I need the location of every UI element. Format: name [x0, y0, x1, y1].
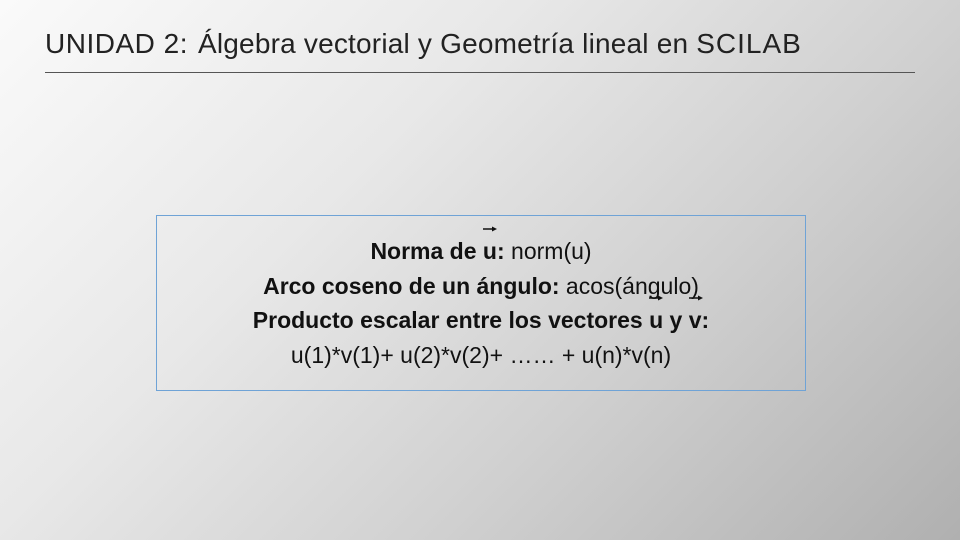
- title-unit-label: UNIDAD: [45, 28, 155, 59]
- title-unit: UNIDAD 2:: [45, 28, 188, 60]
- l3-vec1: u: [649, 307, 663, 333]
- title-unit-number: 2:: [164, 28, 188, 59]
- vector-u2: u: [649, 303, 663, 338]
- line-dot-expansion: u(1)*v(1)+ u(2)*v(2)+ …… + u(n)*v(n): [175, 338, 787, 373]
- l3-mid: y: [663, 307, 689, 333]
- slide: UNIDAD 2: Álgebra vectorial y Geometría …: [0, 0, 960, 540]
- line-norm-code: norm(u): [511, 238, 592, 264]
- line-acos-code: acos(ángulo): [560, 273, 699, 299]
- l3-vec2: v: [689, 307, 702, 333]
- l3-pre: Producto escalar entre los vectores: [253, 307, 649, 333]
- vector-arrow-icon: [483, 225, 497, 233]
- line-dot-code: u(1)*v(1)+ u(2)*v(2)+ …… + u(n)*v(n): [291, 342, 671, 368]
- l1-vec: u: [483, 238, 497, 264]
- vector-u: u: [483, 234, 497, 269]
- l1-post: :: [497, 238, 505, 264]
- content-box: Norma de u: norm(u) Arco coseno de un án…: [156, 215, 806, 391]
- line-dot-bold: Producto escalar entre los vectores u y …: [253, 307, 709, 333]
- title-subtitle: Álgebra vectorial y Geometría lineal en …: [198, 28, 802, 60]
- vector-v: v: [689, 303, 702, 338]
- vector-arrow-icon: [649, 294, 663, 302]
- line-acos-bold: Arco coseno de un ángulo:: [263, 273, 559, 299]
- l1-pre: Norma de: [370, 238, 482, 264]
- line-norm: Norma de u: norm(u): [175, 234, 787, 269]
- slide-title: UNIDAD 2: Álgebra vectorial y Geometría …: [45, 28, 915, 73]
- title-scilab: SCILAB: [696, 28, 802, 59]
- line-dot: Producto escalar entre los vectores u y …: [175, 303, 787, 338]
- l3-post: :: [702, 307, 710, 333]
- vector-arrow-icon: [689, 294, 702, 302]
- line-norm-bold: Norma de u:: [370, 238, 511, 264]
- title-rest-prefix: Álgebra vectorial y Geometría lineal en: [198, 28, 688, 59]
